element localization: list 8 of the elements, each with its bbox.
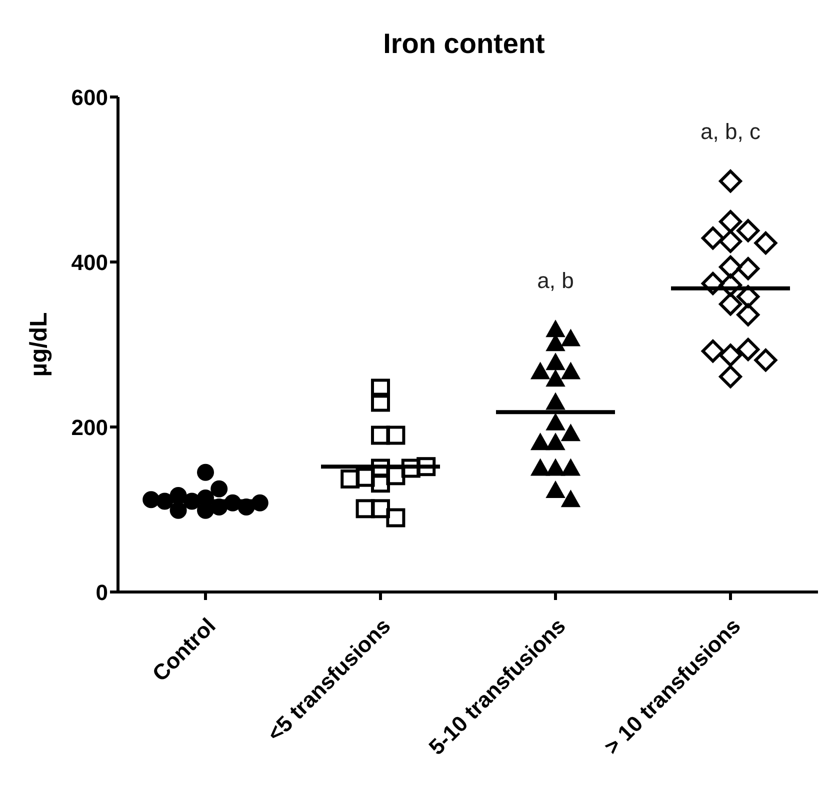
y-tick-label: 600 [71, 84, 108, 110]
y-tick-label: 400 [71, 250, 108, 275]
annotation: a, b, c [700, 119, 762, 146]
chart-title: Iron content [382, 28, 546, 61]
y-tick-label: 0 [96, 580, 108, 605]
annotation: a, b [536, 268, 575, 294]
y-tick-label: 200 [71, 414, 108, 440]
y-axis-title: µg/dL [26, 312, 53, 377]
